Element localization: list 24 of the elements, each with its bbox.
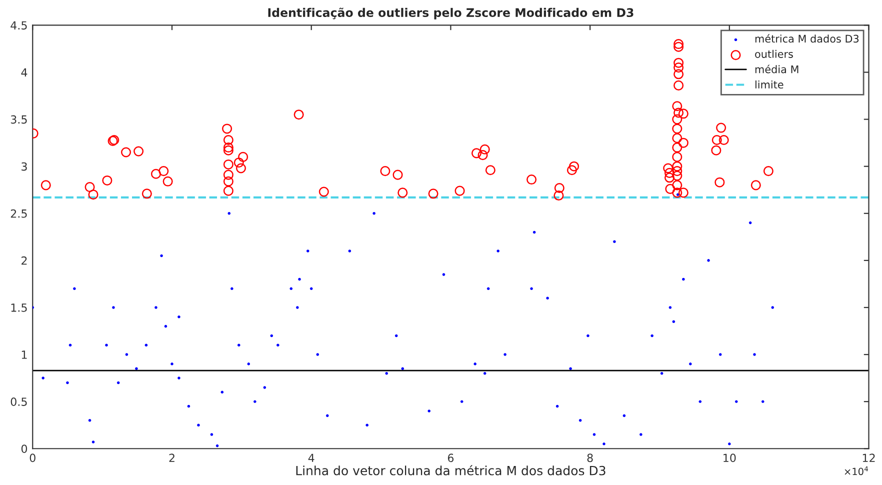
- y-tick-label: 4.5: [10, 21, 27, 30]
- x-tick-label: 8: [587, 454, 593, 462]
- y-tick-label: 4: [21, 68, 28, 76]
- x-tick-label: 6: [448, 454, 454, 462]
- chart-title: Identificação de outliers pelo Zscore Modificado em D3: [268, 8, 634, 20]
- y-tick-label: 3.5: [10, 115, 27, 124]
- x-axis-title: Linha do vetor coluna da métrica M dos dados D3: [296, 465, 606, 476]
- x-tick-label: 10: [724, 454, 736, 462]
- text: ×10$^{4}$: [844, 466, 868, 476]
- y-tick-label: 1: [22, 350, 27, 359]
- legend-label: outliers: [755, 50, 793, 58]
- y-tick-label: 2.5: [10, 209, 27, 218]
- x-tick-label: 4: [308, 454, 314, 462]
- legend-label: limite: [755, 80, 784, 89]
- y-tick-label: 2: [22, 256, 27, 265]
- x-tick-label: 2: [169, 454, 174, 462]
- y-tick-label: 0.5: [10, 398, 27, 406]
- x-tick-label: 12: [862, 454, 875, 462]
- legend-label: métrica M dados D3: [755, 34, 859, 43]
- y-tick-label: 1.5: [11, 304, 27, 312]
- y-tick-label: 3: [22, 162, 27, 171]
- y-tick-label: 0: [21, 444, 28, 454]
- legend-label: média M: [755, 64, 798, 74]
- x-tick-label: 0: [30, 454, 36, 462]
